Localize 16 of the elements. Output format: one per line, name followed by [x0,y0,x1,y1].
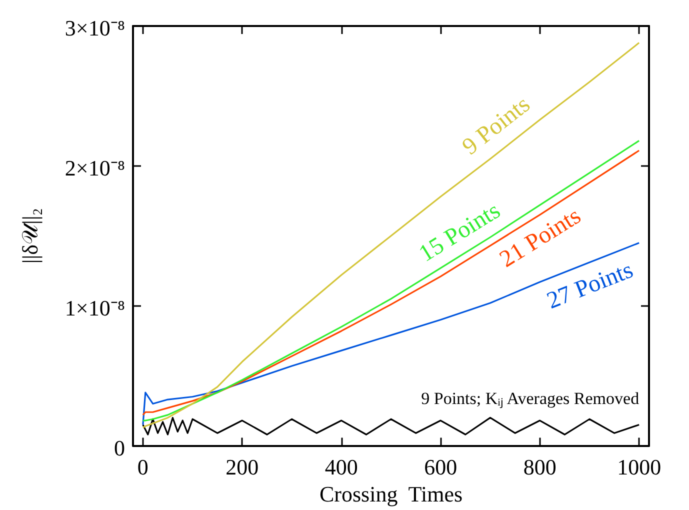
series-label: 9 Points; Kᵢⱼ Averages Removed [421,389,640,410]
x-tick-label: 200 [226,454,259,480]
x-axis-title: Crossing Times [319,482,463,506]
line-series [142,416,640,436]
x-tick-label: 600 [424,454,458,480]
y-axis-title: ||δ𝒰||₂ [18,208,42,264]
text: 27 Points [543,257,637,314]
x-tick-label: 0 [137,454,148,480]
line-series [142,42,640,428]
x-tick-label: 400 [324,454,358,480]
y-tick-label: 3×10⁻⁸ [64,16,125,41]
y-tick-label: 2×10⁻⁸ [64,156,125,181]
x-tick-label: 800 [523,454,556,480]
y-tick-label: 0 [114,435,125,460]
y-tick-label: 1×10⁻⁸ [64,296,125,320]
x-tick-label: 1000 [617,454,662,480]
